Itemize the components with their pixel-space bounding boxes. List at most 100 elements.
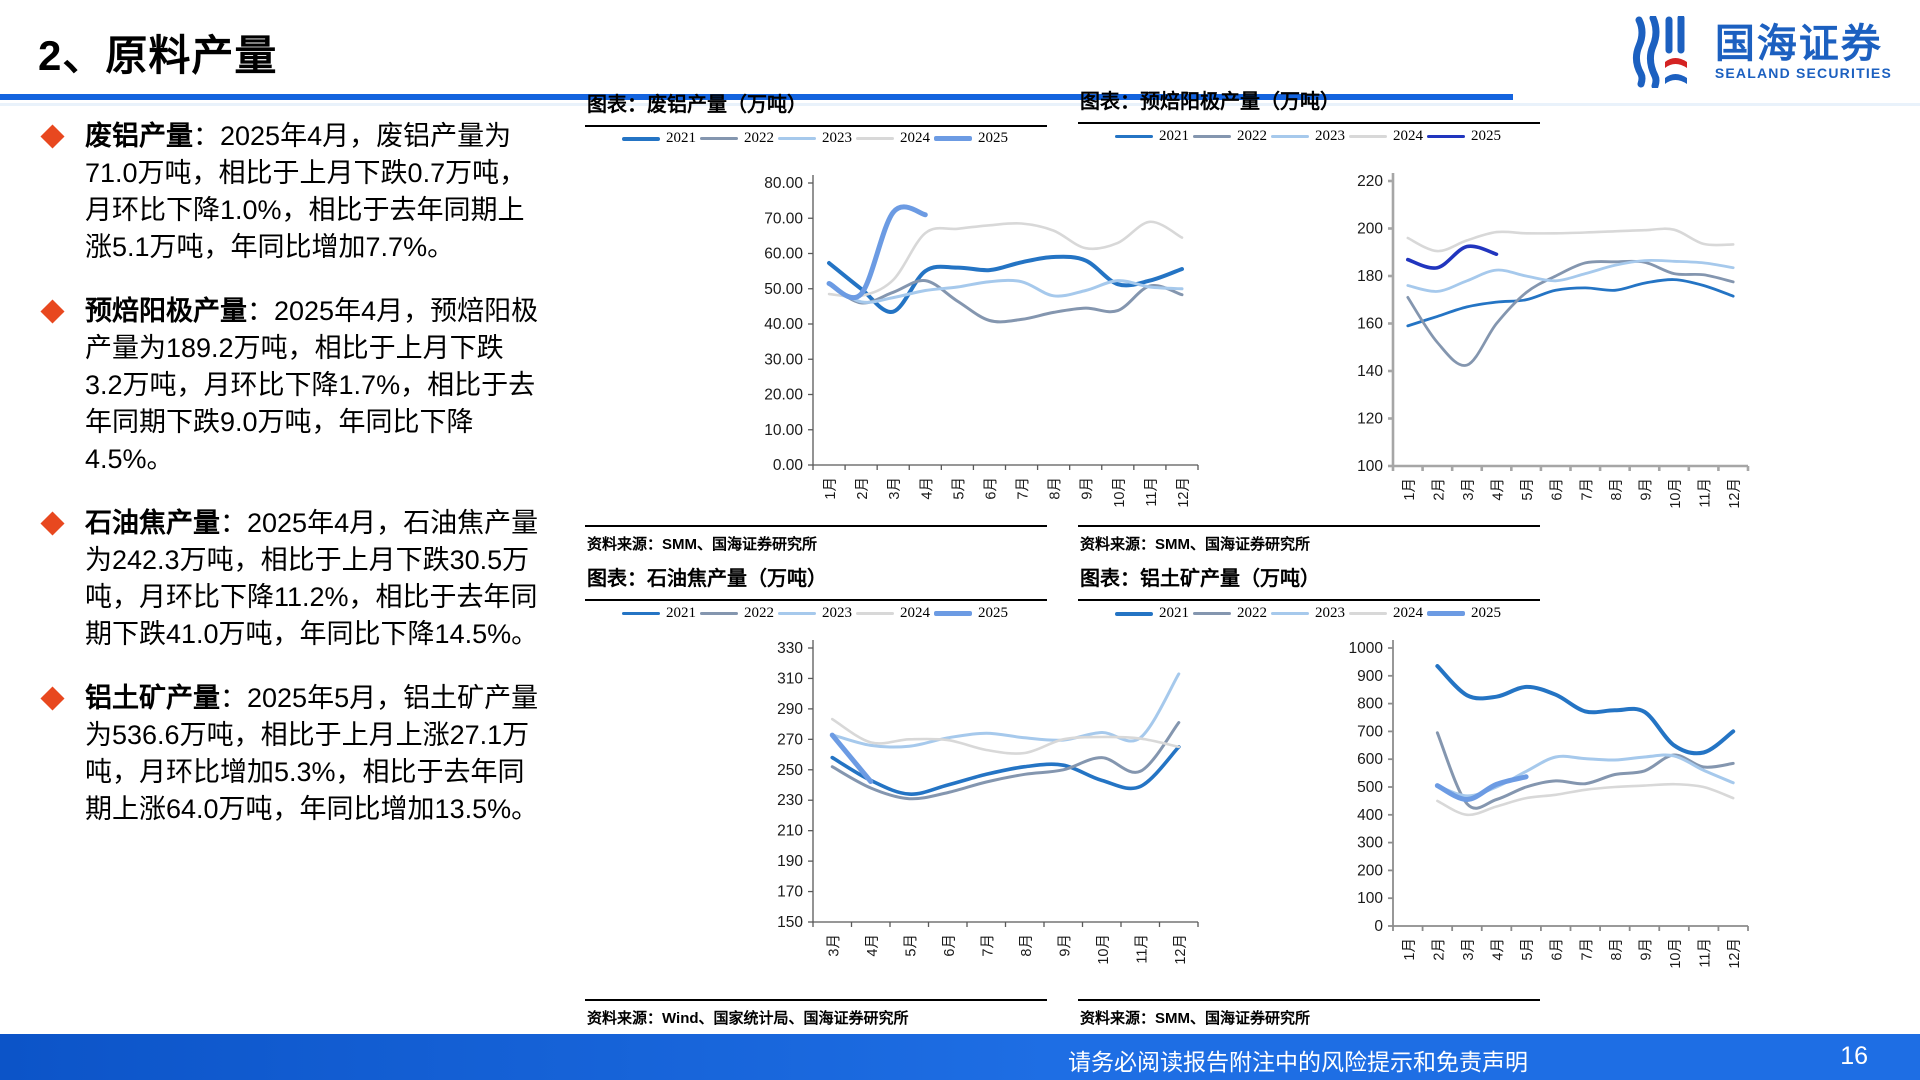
header-divider bbox=[0, 94, 1513, 100]
svg-text:50.00: 50.00 bbox=[764, 281, 803, 298]
diamond-bullet-icon bbox=[40, 299, 65, 324]
legend-line-icon bbox=[1193, 612, 1231, 615]
legend-item-2023: 2023 bbox=[1271, 605, 1345, 622]
chart-legend-prebaked-anode: 2021 2022 2023 2024 2025 bbox=[1078, 128, 1538, 145]
svg-text:600: 600 bbox=[1357, 751, 1383, 768]
legend-label: 2024 bbox=[900, 130, 930, 146]
svg-text:4月: 4月 bbox=[919, 477, 935, 500]
legend-label: 2023 bbox=[1315, 605, 1345, 621]
svg-text:2月: 2月 bbox=[855, 477, 871, 500]
svg-text:0: 0 bbox=[1374, 918, 1383, 935]
chart-source-petroleum-coke: 资料来源：Wind、国家统计局、国海证券研究所 bbox=[585, 999, 1047, 1028]
chart-legend-waste-aluminum: 2021 2022 2023 2024 2025 bbox=[585, 130, 1045, 147]
legend-line-icon bbox=[1349, 135, 1387, 138]
svg-text:60.00: 60.00 bbox=[764, 246, 803, 263]
legend-line-icon bbox=[1271, 612, 1309, 615]
svg-text:3月: 3月 bbox=[887, 477, 903, 500]
legend-item-2024: 2024 bbox=[1349, 605, 1423, 622]
svg-text:20.00: 20.00 bbox=[764, 387, 803, 404]
legend-line-icon bbox=[934, 611, 972, 616]
legend-label: 2025 bbox=[1471, 128, 1501, 144]
legend-label: 2025 bbox=[1471, 605, 1501, 621]
svg-text:5月: 5月 bbox=[1520, 478, 1536, 501]
diamond-bullet-icon bbox=[40, 511, 65, 536]
bullet-text: 铝土矿产量：2025年5月，铝土矿产量为536.6万吨，相比于上月上涨27.1万… bbox=[85, 683, 539, 824]
svg-text:8月: 8月 bbox=[1609, 478, 1625, 501]
svg-text:40.00: 40.00 bbox=[764, 316, 803, 333]
svg-text:8月: 8月 bbox=[1019, 934, 1035, 957]
chart-source-prebaked-anode: 资料来源：SMM、国海证券研究所 bbox=[1078, 525, 1540, 554]
legend-line-icon bbox=[1349, 612, 1387, 615]
legend-item-2021: 2021 bbox=[1115, 605, 1189, 622]
svg-text:1000: 1000 bbox=[1349, 640, 1384, 657]
legend-label: 2025 bbox=[978, 130, 1008, 146]
svg-text:12月: 12月 bbox=[1727, 938, 1743, 969]
legend-line-icon bbox=[856, 137, 894, 140]
svg-text:150: 150 bbox=[777, 914, 803, 931]
legend-item-2022: 2022 bbox=[1193, 128, 1267, 145]
legend-label: 2023 bbox=[822, 130, 852, 146]
logo-subtitle: SEALAND SECURITIES bbox=[1714, 65, 1892, 81]
svg-text:7月: 7月 bbox=[980, 934, 996, 957]
svg-text:12月: 12月 bbox=[1727, 478, 1743, 509]
svg-text:12月: 12月 bbox=[1173, 934, 1189, 965]
legend-item-2024: 2024 bbox=[856, 605, 930, 622]
legend-item-2023: 2023 bbox=[1271, 128, 1345, 145]
svg-text:4月: 4月 bbox=[1491, 478, 1507, 501]
chart-title-bauxite: 图表：铝土矿产量（万吨） bbox=[1078, 562, 1540, 601]
svg-text:1月: 1月 bbox=[1402, 478, 1418, 501]
svg-text:80.00: 80.00 bbox=[764, 175, 803, 192]
svg-text:6月: 6月 bbox=[983, 477, 999, 500]
diamond-bullet-icon bbox=[40, 124, 65, 149]
legend-line-icon bbox=[934, 136, 972, 141]
svg-text:1月: 1月 bbox=[823, 477, 839, 500]
legend-label: 2023 bbox=[1315, 128, 1345, 144]
chart-title-waste-aluminum: 图表：废铝产量（万吨） bbox=[585, 88, 1047, 127]
legend-item-2022: 2022 bbox=[700, 605, 774, 622]
legend-item-2025: 2025 bbox=[934, 130, 1008, 147]
svg-text:3月: 3月 bbox=[1461, 478, 1477, 501]
svg-text:190: 190 bbox=[777, 853, 803, 870]
chart-canvas-prebaked-anode: 100 120 140 160 180 200 220 1月 2月 3月 4月 5月 6月 7月 8月 9月 1… bbox=[1357, 173, 1750, 509]
legend-item-2024: 2024 bbox=[856, 130, 930, 147]
svg-text:8月: 8月 bbox=[1609, 938, 1625, 961]
svg-text:7月: 7月 bbox=[1016, 477, 1032, 500]
svg-text:4月: 4月 bbox=[1491, 938, 1507, 961]
svg-text:270: 270 bbox=[777, 731, 803, 748]
legend-label: 2021 bbox=[1159, 605, 1189, 621]
chart-title-prebaked-anode: 图表：预焙阳极产量（万吨） bbox=[1078, 85, 1540, 124]
svg-text:290: 290 bbox=[777, 701, 803, 718]
legend-item-2022: 2022 bbox=[1193, 605, 1267, 622]
svg-text:10.00: 10.00 bbox=[764, 422, 803, 439]
legend-line-icon bbox=[778, 137, 816, 140]
svg-text:11月: 11月 bbox=[1144, 477, 1160, 507]
page-number: 16 bbox=[1840, 1042, 1868, 1070]
legend-item-2025: 2025 bbox=[1427, 128, 1501, 145]
chart-canvas-bauxite: 0 100 200 300 400 500 600 700 800 900 1000 1月 2月 3月 4月… bbox=[1349, 640, 1749, 969]
legend-line-icon bbox=[1271, 135, 1309, 138]
chart-legend-petroleum-coke: 2021 2022 2023 2024 2025 bbox=[585, 605, 1045, 622]
svg-text:30.00: 30.00 bbox=[764, 351, 803, 368]
svg-text:120: 120 bbox=[1357, 411, 1383, 428]
svg-text:170: 170 bbox=[777, 884, 803, 901]
svg-text:5月: 5月 bbox=[903, 934, 919, 957]
legend-label: 2021 bbox=[666, 605, 696, 621]
chart-source-waste-aluminum: 资料来源：SMM、国海证券研究所 bbox=[585, 525, 1047, 554]
legend-item-2021: 2021 bbox=[1115, 128, 1189, 145]
footer-disclaimer: 请务必阅读报告附注中的风险提示和免责声明 bbox=[1068, 1049, 1528, 1075]
logo-name: 国海证券 bbox=[1714, 22, 1883, 66]
svg-text:12月: 12月 bbox=[1176, 477, 1192, 508]
chart-title-petroleum-coke: 图表：石油焦产量（万吨） bbox=[585, 562, 1047, 601]
legend-line-icon bbox=[1193, 135, 1231, 138]
svg-text:160: 160 bbox=[1357, 316, 1383, 333]
chart-source-bauxite: 资料来源：SMM、国海证券研究所 bbox=[1078, 999, 1540, 1028]
svg-text:300: 300 bbox=[1357, 835, 1383, 852]
legend-label: 2023 bbox=[822, 605, 852, 621]
legend-label: 2022 bbox=[744, 605, 774, 621]
svg-text:11月: 11月 bbox=[1698, 478, 1714, 508]
legend-label: 2024 bbox=[1393, 128, 1423, 144]
svg-text:10月: 10月 bbox=[1096, 934, 1112, 965]
chart-canvas-petroleum-coke: 150 170 190 210 230 250 270 290 310 330 3月 4月 5月 6月 7月… bbox=[777, 640, 1199, 965]
svg-text:250: 250 bbox=[777, 762, 803, 779]
